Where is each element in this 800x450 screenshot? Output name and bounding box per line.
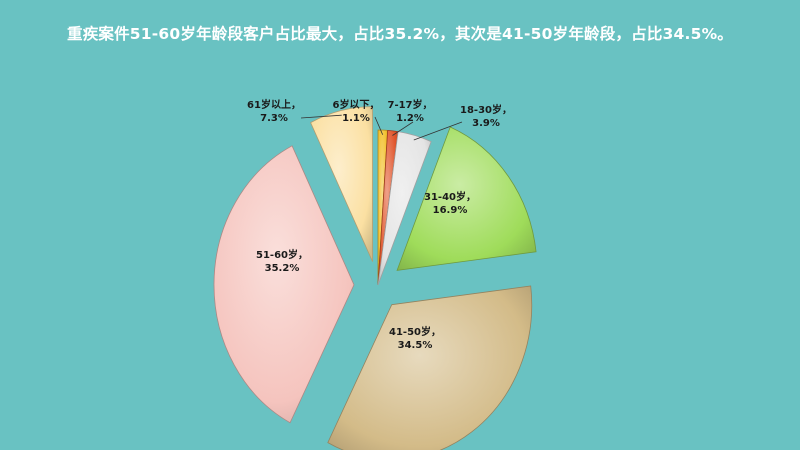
- slice-label-7: 61岁以上， 7.3%: [247, 98, 301, 124]
- slice-value-label: 7.3%: [260, 113, 288, 124]
- pie-slice-7: [310, 106, 373, 262]
- slice-value-label: 34.5%: [398, 340, 433, 351]
- slice-label-2: 7-17岁， 1.2%: [387, 98, 432, 124]
- page-title: 重疾案件51-60岁年龄段客户占比最大，占比35.2%，其次是41-50岁年龄段…: [67, 25, 733, 43]
- pie-slice-4: [396, 126, 537, 271]
- slice-label-4: 31-40岁， 16.9%: [424, 190, 476, 216]
- slice-label-5: 41-50岁， 34.5%: [389, 325, 441, 351]
- slice-category-label: 7-17岁，: [387, 98, 432, 111]
- leader-line-7: [300, 114, 342, 119]
- leader-line-3: [413, 121, 463, 141]
- pie-slice-6: [213, 145, 355, 424]
- slice-label-6: 51-60岁， 35.2%: [256, 248, 308, 274]
- slice-category-label: 31-40岁，: [424, 190, 476, 203]
- slice-value-label: 1.2%: [396, 113, 424, 124]
- slice-label-3: 18-30岁， 3.9%: [460, 103, 512, 129]
- slice-value-label: 35.2%: [265, 263, 300, 274]
- slice-category-label: 41-50岁，: [389, 325, 441, 338]
- slice-label-1: 6岁以下， 1.1%: [333, 98, 380, 124]
- slice-category-label: 61岁以上，: [247, 98, 301, 111]
- leader-line-1: [374, 116, 384, 135]
- leader-line-2: [392, 121, 414, 136]
- pie-slice-5: [327, 285, 533, 450]
- slice-value-label: 3.9%: [472, 118, 500, 129]
- slice-category-label: 51-60岁，: [256, 248, 308, 261]
- slice-category-label: 18-30岁，: [460, 103, 512, 116]
- slice-value-label: 1.1%: [342, 113, 370, 124]
- slice-value-label: 16.9%: [433, 205, 468, 216]
- slice-category-label: 6岁以下，: [333, 98, 380, 111]
